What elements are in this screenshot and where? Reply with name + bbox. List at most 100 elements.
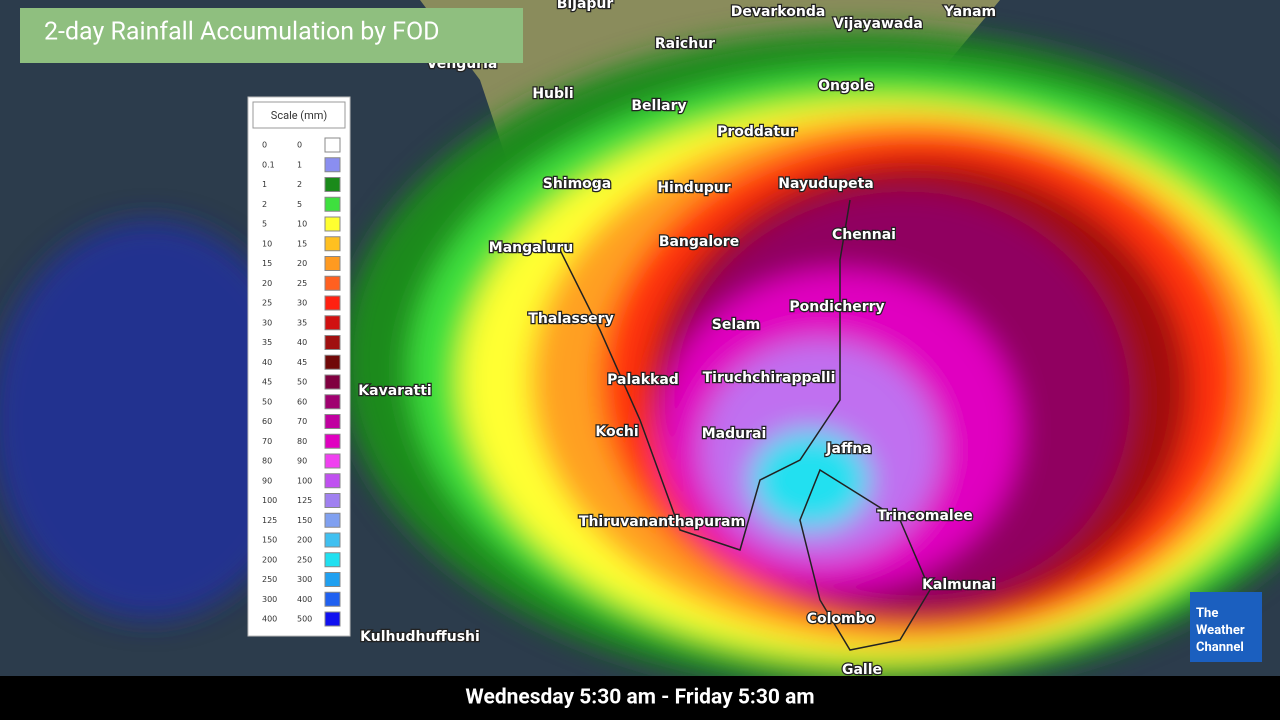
legend-swatch [324, 394, 341, 410]
city-label: Tiruchchirappalli [703, 370, 836, 386]
legend-from: 150 [262, 536, 277, 545]
title-box [20, 8, 523, 63]
legend-to: 40 [297, 338, 307, 347]
city-labels: Bijapur Devarkonda Vijayawada Yanam Raic… [357, 0, 997, 679]
legend-swatch [324, 315, 341, 331]
city-label: Hubli [532, 86, 573, 102]
legend-swatch [324, 216, 341, 232]
legend-from: 0 [262, 141, 267, 150]
legend-from: 90 [262, 476, 272, 485]
legend-to: 45 [297, 358, 307, 367]
legend-to: 400 [297, 595, 312, 604]
city-label: Raichur [655, 36, 715, 52]
city-label: Colombo [807, 611, 876, 627]
legend-swatch [324, 473, 341, 489]
legend-title: Scale (mm) [271, 109, 328, 122]
legend-to: 2 [297, 180, 302, 189]
legend-to: 500 [297, 615, 312, 624]
legend-swatch [324, 275, 341, 291]
legend-swatch [324, 572, 341, 587]
logo-text: Weather [1196, 623, 1245, 638]
legend-swatch [324, 493, 341, 508]
legend-to: 5 [297, 200, 302, 209]
legend-to: 250 [297, 555, 312, 564]
legend-swatch [324, 374, 341, 390]
legend-swatch [324, 177, 341, 192]
rainfall-field [0, 30, 1280, 690]
title: 2-day Rainfall Accumulation by FOD [44, 18, 440, 47]
city-label: Jaffna [825, 441, 871, 457]
legend-swatch [324, 236, 341, 252]
city-label: Ongole [818, 78, 874, 94]
legend-from: 25 [262, 299, 272, 308]
legend-swatch [324, 611, 341, 627]
city-label: Kalmunai [922, 577, 996, 593]
footer-text: Wednesday 5:30 am - Friday 5:30 am [465, 686, 814, 710]
legend-to: 50 [297, 378, 307, 387]
legend-to: 30 [297, 299, 307, 308]
legend-to: 25 [297, 279, 307, 288]
city-label: Chennai [832, 227, 896, 243]
legend-header [252, 101, 346, 129]
legend-swatch [324, 512, 341, 528]
legend-to: 125 [297, 496, 312, 505]
city-label: Kavaratti [358, 383, 431, 399]
legend-swatch [324, 453, 341, 469]
legend-swatch [324, 335, 341, 350]
legend-from: 50 [262, 397, 272, 406]
legend-from: 35 [262, 338, 272, 347]
legend-swatch [324, 256, 341, 271]
legend-swatch [324, 532, 341, 548]
legend-to: 70 [297, 417, 307, 426]
city-label: Madurai [702, 426, 767, 442]
legend-from: 2 [262, 200, 267, 209]
legend-to: 80 [297, 437, 307, 446]
city-label: Mangaluru [489, 240, 573, 256]
legend-from: 45 [262, 378, 272, 387]
legend-from: 400 [262, 615, 277, 624]
legend-to: 15 [297, 239, 307, 248]
legend-to: 100 [297, 476, 312, 485]
legend-to: 90 [297, 457, 307, 466]
city-label: Vijayawada [833, 16, 923, 32]
city-label: Kulhudhuffushi [360, 629, 480, 645]
city-label: Kochi [595, 424, 638, 440]
legend-from: 60 [262, 417, 272, 426]
city-label: Bijapur [557, 0, 614, 12]
legend-swatch [324, 433, 341, 449]
legend-from: 300 [262, 595, 277, 604]
footer-bar [0, 676, 1280, 720]
logo [1190, 592, 1262, 662]
legend-swatch [324, 137, 341, 153]
legend-to: 0 [297, 141, 302, 150]
legend-from: 40 [262, 358, 272, 367]
legend-swatch [324, 196, 341, 212]
city-label: Shimoga [543, 176, 612, 192]
coastline [559, 199, 931, 651]
legend-from: 250 [262, 575, 277, 584]
city-label: Galle [842, 662, 882, 678]
legend-to: 35 [297, 318, 307, 327]
legend-from: 0.1 [262, 160, 275, 169]
city-label: Nayudupeta [778, 176, 873, 192]
legend-from: 5 [262, 220, 267, 229]
legend-to: 200 [297, 536, 312, 545]
legend-swatch [324, 354, 341, 370]
city-label: Hindupur [657, 180, 730, 196]
city-label: Proddatur [717, 124, 797, 140]
city-label: Selam [712, 317, 760, 333]
legend-from: 20 [262, 279, 272, 288]
logo-text: Channel [1196, 640, 1244, 655]
city-label: Bangalore [659, 234, 739, 250]
legend-to: 1 [297, 160, 302, 169]
legend-swatch [324, 552, 341, 568]
city-label: Trincomalee [877, 508, 972, 524]
legend-swatch [324, 414, 341, 429]
city-label: Pondicherry [789, 299, 884, 315]
legend-from: 30 [262, 318, 272, 327]
legend-to: 20 [297, 259, 307, 268]
legend-from: 100 [262, 496, 277, 505]
